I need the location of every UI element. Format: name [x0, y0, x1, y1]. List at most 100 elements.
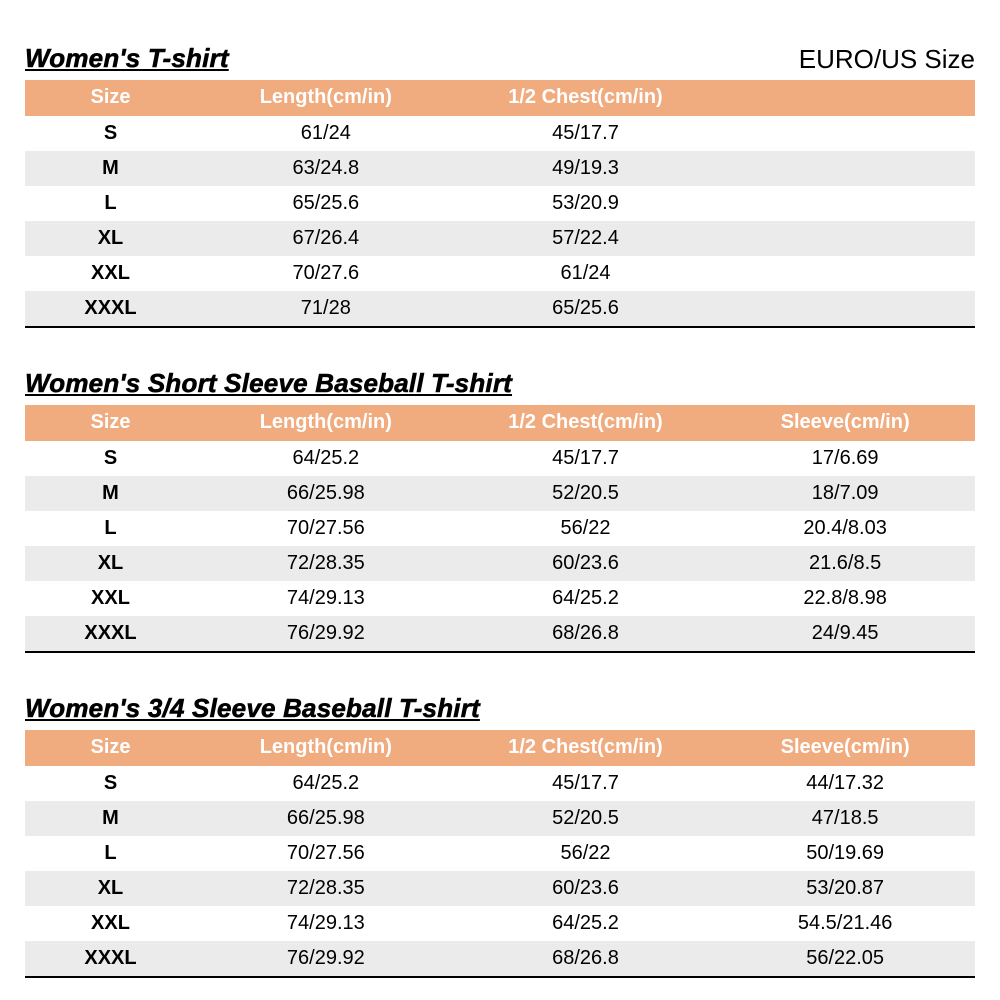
empty-cell: [715, 291, 975, 326]
column-header-sleeve: Sleeve(cm/in): [780, 736, 910, 759]
size-table-three-quarter-sleeve: Size Length(cm/in) 1/2 Chest(cm/in) Slee…: [25, 729, 975, 978]
sleeve-cell: 21.6/8.5: [808, 551, 882, 574]
size-cell: XXL: [91, 261, 130, 284]
chest-cell: 64/25.2: [552, 911, 619, 934]
length-cell: 76/29.92: [286, 946, 365, 969]
table-row: L 70/27.56 56/22 20.4/8.03: [25, 511, 975, 546]
table-header-row: Size Length(cm/in) 1/2 Chest(cm/in): [25, 79, 975, 116]
size-cell: S: [103, 121, 118, 144]
table-row: XXL 74/29.13 64/25.2 54.5/21.46: [25, 906, 975, 941]
column-header-length: Length(cm/in): [259, 736, 392, 759]
chest-cell: 53/20.9: [552, 191, 619, 214]
column-header-chest: 1/2 Chest(cm/in): [508, 736, 663, 759]
size-cell: XXL: [91, 586, 130, 609]
chest-cell: 60/23.6: [552, 876, 619, 899]
size-cell: S: [103, 446, 118, 469]
size-cell: XL: [97, 551, 124, 574]
chest-cell: 56/22: [560, 841, 611, 864]
table-header-row: Size Length(cm/in) 1/2 Chest(cm/in) Slee…: [25, 729, 975, 766]
length-cell: 65/25.6: [292, 191, 360, 214]
size-cell: XXXL: [84, 946, 137, 969]
section-three-quarter-sleeve-baseball: Women's 3/4 Sleeve Baseball T-shirt Size…: [25, 692, 975, 978]
chest-cell: 68/26.8: [552, 621, 619, 644]
section-title-three-quarter-sleeve: Women's 3/4 Sleeve Baseball T-shirt: [25, 692, 480, 723]
chest-cell: 52/20.5: [552, 806, 619, 829]
table-row: XL 72/28.35 60/23.6 53/20.87: [25, 870, 975, 906]
table-row: M 66/25.98 52/20.5 47/18.5: [25, 800, 975, 836]
empty-cell: [715, 186, 975, 221]
chest-cell: 45/17.7: [552, 446, 619, 469]
length-cell: 76/29.92: [286, 621, 365, 644]
size-cell: M: [102, 806, 119, 829]
table-row: L 70/27.56 56/22 50/19.69: [25, 836, 975, 871]
table-row: XXXL 76/29.92 68/26.8 56/22.05: [25, 940, 975, 976]
sleeve-cell: 53/20.87: [806, 876, 885, 899]
table-row: XXL 70/27.6 61/24: [25, 256, 975, 291]
length-cell: 67/26.4: [292, 226, 360, 249]
table-row: M 66/25.98 52/20.5 18/7.09: [25, 475, 975, 511]
size-cell: L: [104, 841, 117, 864]
size-cell: XL: [97, 226, 124, 249]
chest-cell: 65/25.6: [552, 296, 619, 319]
length-cell: 63/24.8: [292, 156, 360, 179]
chest-cell: 68/26.8: [552, 946, 619, 969]
length-cell: 71/28: [300, 296, 351, 319]
sleeve-cell: 22.8/8.98: [803, 586, 887, 609]
table-header-row: Size Length(cm/in) 1/2 Chest(cm/in) Slee…: [25, 404, 975, 441]
sleeve-cell: 44/17.32: [806, 771, 885, 794]
column-header-sleeve: Sleeve(cm/in): [780, 411, 910, 434]
title-row: Women's Short Sleeve Baseball T-shirt: [25, 367, 975, 399]
size-cell: XXXL: [84, 621, 137, 644]
section-womens-tshirt: Women's T-shirt EURO/US Size Size Length…: [25, 43, 975, 328]
column-header-length: Length(cm/in): [259, 86, 392, 109]
chest-cell: 60/23.6: [552, 551, 619, 574]
chest-cell: 49/19.3: [552, 156, 619, 179]
length-cell: 74/29.13: [286, 586, 365, 609]
length-cell: 70/27.6: [292, 261, 360, 284]
size-cell: XXL: [91, 911, 130, 934]
length-cell: 70/27.56: [286, 841, 365, 864]
column-header-size: Size: [90, 736, 131, 759]
chest-cell: 56/22: [560, 516, 611, 539]
section-title-short-sleeve: Women's Short Sleeve Baseball T-shirt: [25, 367, 513, 398]
empty-cell: [715, 256, 975, 291]
size-cell: XXXL: [84, 296, 137, 319]
table-row: M 63/24.8 49/19.3: [25, 150, 975, 186]
chest-cell: 57/22.4: [552, 226, 619, 249]
table-row: S 61/24 45/17.7: [25, 116, 975, 151]
sleeve-cell: 54.5/21.46: [797, 911, 893, 934]
table-row: XL 72/28.35 60/23.6 21.6/8.5: [25, 545, 975, 581]
size-cell: M: [102, 156, 119, 179]
sleeve-cell: 56/22.05: [806, 946, 885, 969]
size-cell: M: [102, 481, 119, 504]
length-cell: 64/25.2: [292, 446, 360, 469]
column-header-empty: [715, 80, 975, 116]
length-cell: 66/25.98: [286, 481, 365, 504]
length-cell: 64/25.2: [292, 771, 360, 794]
chest-cell: 52/20.5: [552, 481, 619, 504]
title-row: Women's 3/4 Sleeve Baseball T-shirt: [25, 692, 975, 724]
table-row: XXXL 71/28 65/25.6: [25, 290, 975, 326]
chest-cell: 45/17.7: [552, 121, 619, 144]
title-row: Women's T-shirt EURO/US Size: [25, 43, 975, 74]
length-cell: 61/24: [300, 121, 351, 144]
section-short-sleeve-baseball: Women's Short Sleeve Baseball T-shirt Si…: [25, 367, 975, 653]
sleeve-cell: 47/18.5: [811, 806, 879, 829]
size-table-womens-tshirt: Size Length(cm/in) 1/2 Chest(cm/in) S 61…: [25, 79, 975, 328]
size-cell: L: [104, 516, 117, 539]
size-cell: S: [103, 771, 118, 794]
sleeve-cell: 17/6.69: [811, 446, 879, 469]
chest-cell: 61/24: [560, 261, 611, 284]
table-row: XXL 74/29.13 64/25.2 22.8/8.98: [25, 581, 975, 616]
empty-cell: [715, 116, 975, 151]
size-cell: L: [104, 191, 117, 214]
column-header-length: Length(cm/in): [259, 411, 392, 434]
sleeve-cell: 20.4/8.03: [803, 516, 887, 539]
length-cell: 66/25.98: [286, 806, 365, 829]
sleeve-cell: 24/9.45: [811, 621, 879, 644]
sleeve-cell: 50/19.69: [806, 841, 885, 864]
table-row: XXXL 76/29.92 68/26.8 24/9.45: [25, 615, 975, 651]
column-header-chest: 1/2 Chest(cm/in): [508, 86, 663, 109]
size-cell: XL: [97, 876, 124, 899]
